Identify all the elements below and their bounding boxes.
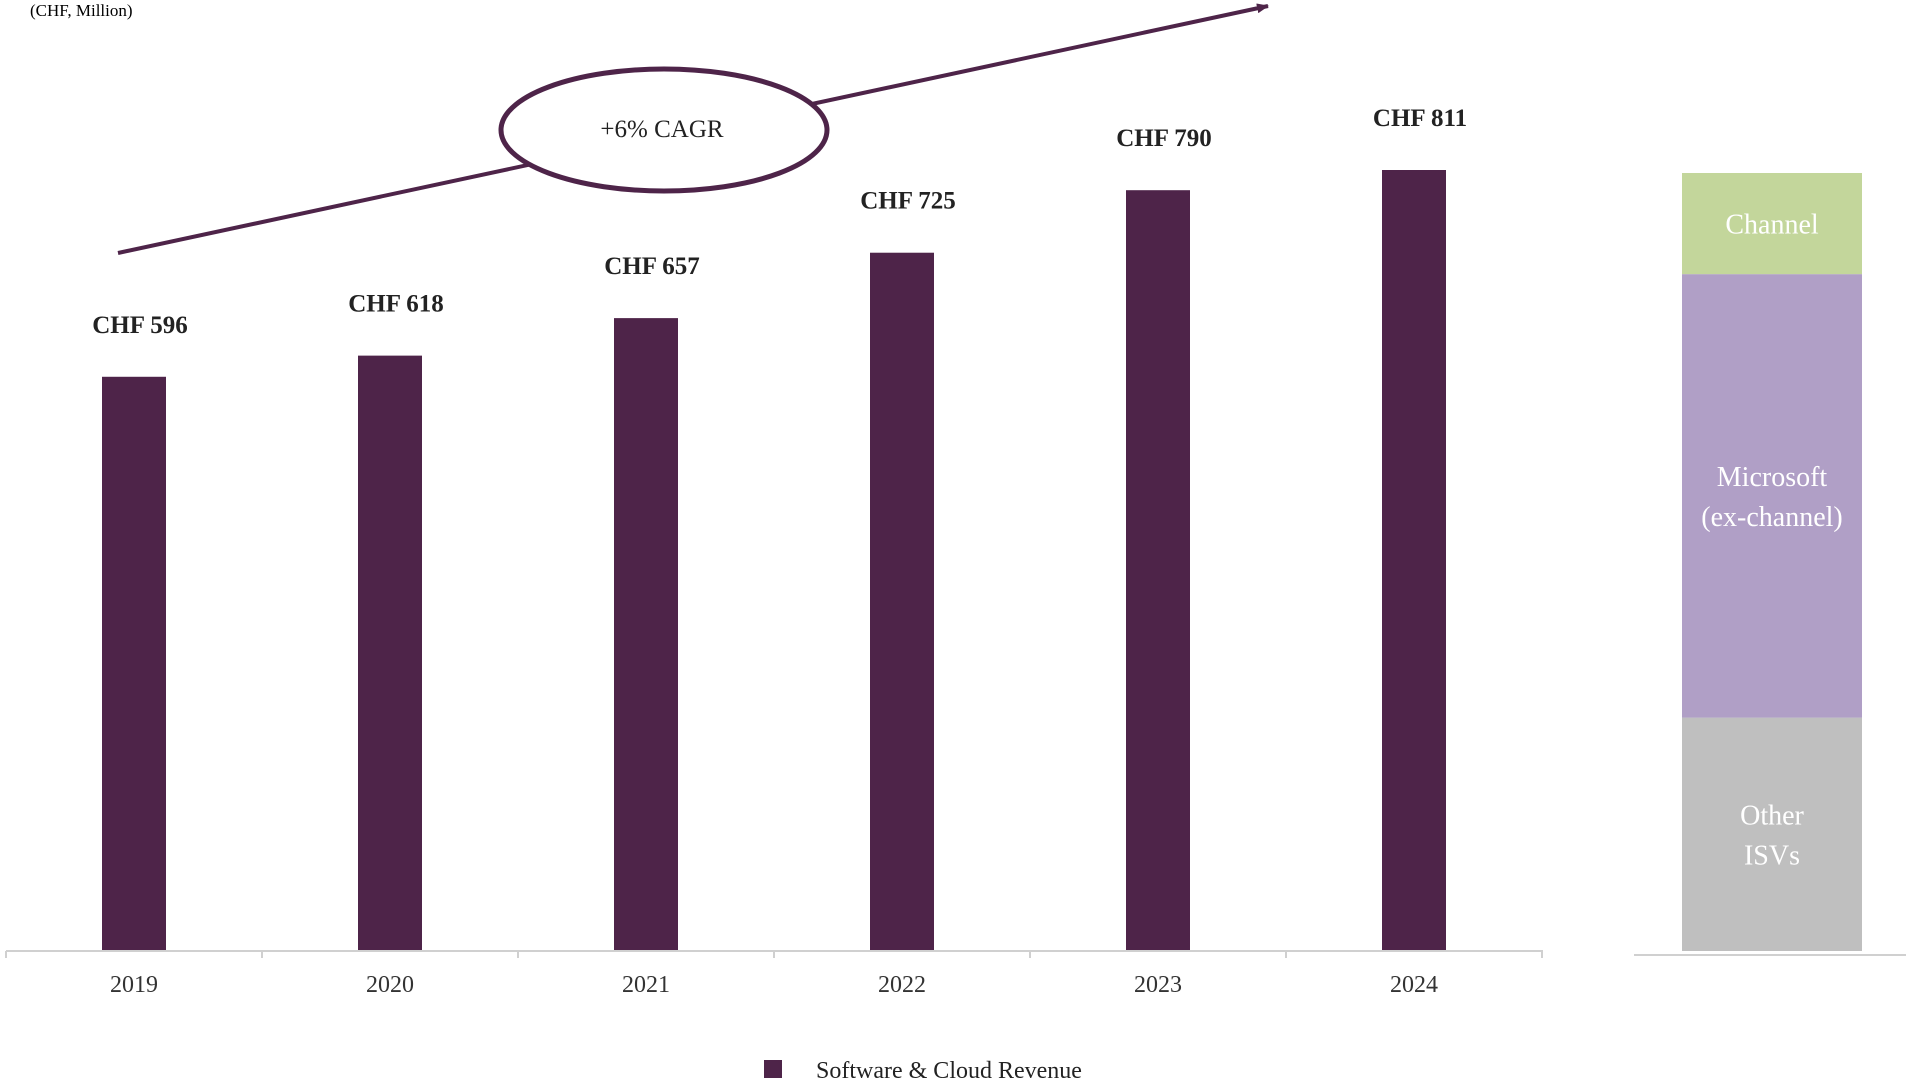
x-tick-2023: 2023 <box>1134 972 1182 998</box>
x-tick-2022: 2022 <box>878 972 926 998</box>
data-label-2023: CHF 790 <box>1116 125 1212 152</box>
bar-2020 <box>358 355 422 950</box>
x-tick-2021: 2021 <box>622 972 670 998</box>
bars-layer <box>102 170 1446 951</box>
x-axis-ticks: 2019 2020 2021 2022 2023 2024 <box>110 972 1438 998</box>
cagr-ellipse <box>498 66 830 194</box>
segment-channel <box>1682 173 1862 275</box>
data-label-2024: CHF 811 <box>1373 105 1467 132</box>
bar-2022 <box>870 252 934 950</box>
segment-microsoft-ex-channel <box>1682 274 1862 718</box>
breakdown-bar: Other ISVs Microsoft (ex-channel) Channel <box>1682 173 1862 951</box>
legend-label: Software & Cloud Revenue <box>816 1058 1082 1084</box>
segment-label-channel: Channel <box>1725 210 1819 241</box>
x-tick-2019: 2019 <box>110 972 158 998</box>
x-axis-tickmarks <box>5 951 1543 958</box>
data-label-2022: CHF 725 <box>860 188 956 215</box>
bar-2021 <box>614 318 678 951</box>
segment-other-isvs <box>1682 717 1862 951</box>
segment-label-other-isvs: Other ISVs <box>1740 800 1804 871</box>
bar-2019 <box>102 376 166 950</box>
x-tick-2020: 2020 <box>366 972 414 998</box>
unit-label: (CHF, Million) <box>30 1 133 20</box>
data-labels-layer: CHF 596 CHF 618 CHF 657 CHF 725 CHF 790 CHF 8… <box>92 105 1467 339</box>
data-label-2021: CHF 657 <box>604 253 700 280</box>
bar-2023 <box>1126 190 1190 951</box>
data-label-2020: CHF 618 <box>348 291 444 318</box>
segment-label-microsoft-ex-channel: Microsoft (ex-channel) <box>1701 462 1842 533</box>
data-label-2019: CHF 596 <box>92 312 188 339</box>
x-tick-2024: 2024 <box>1390 972 1438 998</box>
bar-2024 <box>1382 170 1446 950</box>
cagr-annotation: +6% CAGR <box>600 116 723 143</box>
legend-swatch <box>764 1060 782 1078</box>
